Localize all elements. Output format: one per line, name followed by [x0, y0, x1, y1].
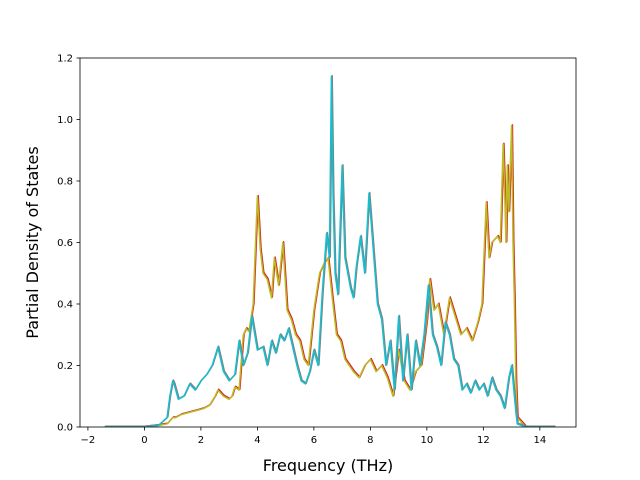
x-tick-label: 8 [367, 435, 373, 446]
y-axis-ticks: 0.0 0.2 0.4 0.6 0.8 1.0 1.2 [57, 54, 80, 434]
y-axis-label: Partial Density of States [23, 146, 42, 338]
x-tick-label: 12 [477, 435, 490, 446]
x-tick-label: 4 [254, 435, 260, 446]
x-tick-label: 2 [198, 435, 204, 446]
series-1-line [104, 124, 555, 427]
x-tick-label: 6 [311, 435, 317, 446]
x-axis-label: Frequency (THz) [263, 456, 393, 475]
y-tick-label: 0.2 [57, 361, 73, 372]
y-tick-label: 0.0 [57, 423, 73, 434]
series-layer [104, 74, 556, 427]
y-tick-label: 1.0 [57, 115, 73, 126]
y-tick-label: 1.2 [57, 54, 73, 65]
x-tick-label: 10 [420, 435, 433, 446]
y-tick-label: 0.8 [57, 177, 73, 188]
x-tick-label: 0 [141, 435, 147, 446]
y-tick-label: 0.6 [57, 238, 73, 249]
y-tick-label: 0.4 [57, 300, 73, 311]
x-tick-label: 14 [533, 435, 546, 446]
x-axis-ticks: −2 0 2 4 6 8 10 12 14 [81, 427, 546, 446]
x-tick-label: −2 [81, 435, 96, 446]
series-2-line [104, 75, 555, 427]
